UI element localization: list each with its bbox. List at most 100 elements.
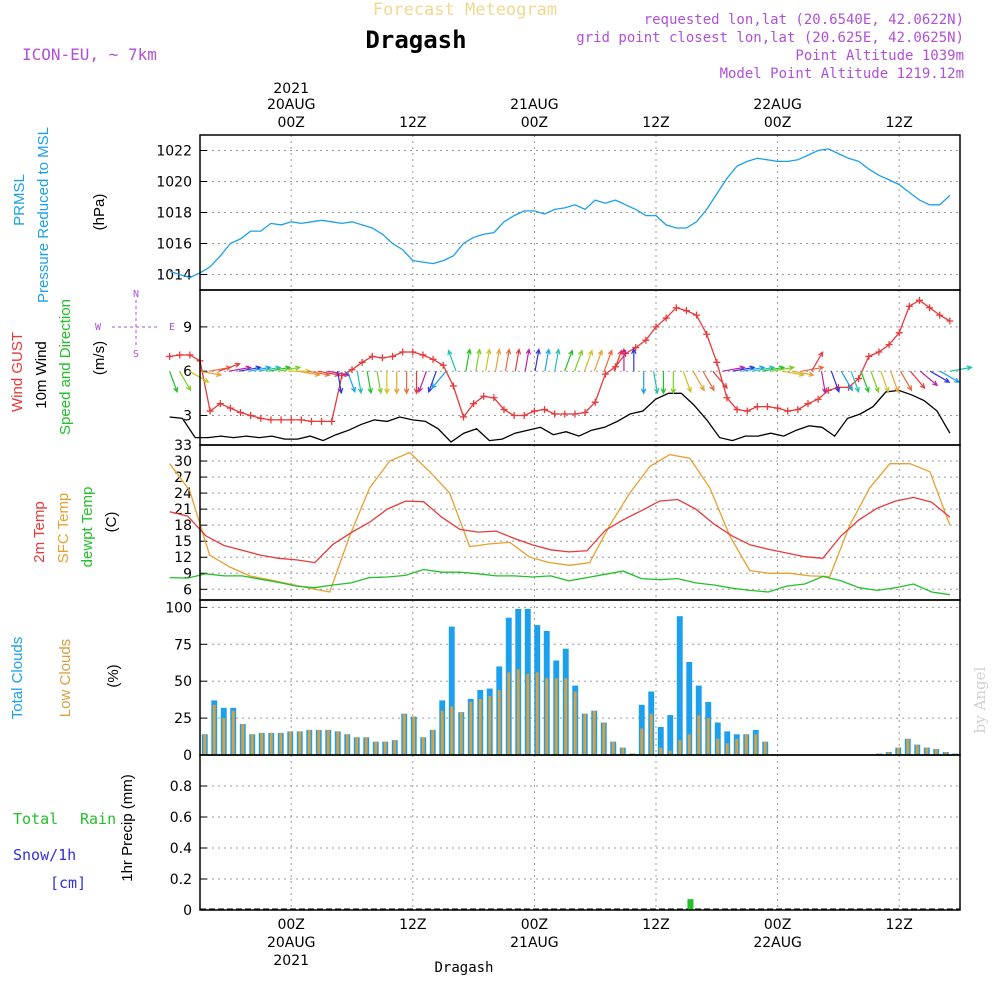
gust-marker — [257, 414, 265, 422]
gust-marker — [267, 416, 275, 424]
low-cloud-bar — [592, 710, 596, 755]
wind-direction-arrow — [504, 348, 512, 372]
wind-direction-arrow — [890, 370, 900, 394]
location-title: Dragash — [365, 26, 466, 54]
compass-south: S — [133, 349, 139, 360]
pressure-label-2: Pressure Reduced to MSL — [35, 127, 52, 303]
low-cloud-bar — [241, 724, 245, 755]
wind-direction-arrow — [427, 370, 437, 394]
dewpt-label: dewpt Temp — [79, 487, 96, 568]
low-cloud-bar — [469, 701, 473, 755]
y-tick-label: 33 — [174, 438, 192, 454]
low-cloud-bar — [269, 732, 273, 755]
top-hour-label: 12Z — [399, 115, 426, 131]
gust-marker — [936, 311, 944, 319]
top-date-label: 20AUG — [267, 97, 316, 113]
wind-direction-arrow — [919, 370, 939, 387]
gust-marker — [703, 330, 711, 338]
compass-east: E — [169, 322, 175, 333]
wind-direction-arrow — [583, 349, 594, 372]
wind-direction-arrow — [909, 370, 926, 390]
low-cloud-bar — [554, 678, 558, 755]
top-hour-label: 12Z — [885, 115, 912, 131]
wind-direction-arrow — [573, 349, 584, 372]
low-cloud-bar — [507, 672, 511, 755]
low-cloud-bar — [744, 734, 748, 755]
panel-pressure: 1014 1016 1018 1020 1022 — [156, 135, 960, 290]
gust-marker — [753, 403, 761, 411]
low-cloud-bar — [440, 710, 444, 755]
wind-dir-label: Speed and Direction — [57, 299, 74, 435]
low-cloud-bar — [725, 743, 729, 755]
wind-direction-arrow — [534, 348, 541, 372]
requested-coords: requested lon,lat (20.6540E, 42.0622N) — [644, 12, 964, 28]
low-cloud-bar — [716, 738, 720, 755]
gust-marker — [176, 351, 184, 359]
wind-direction-arrow — [485, 348, 492, 372]
low-cloud-bar — [336, 731, 340, 755]
gust-marker — [480, 392, 488, 400]
wind-direction-arrow — [870, 370, 880, 394]
gust-marker — [652, 323, 660, 331]
bottom-year-label: 2021 — [273, 953, 309, 969]
gust-marker — [642, 336, 650, 344]
y-tick-label: 27 — [174, 470, 192, 486]
gust-marker — [429, 355, 437, 363]
pressure-unit: (hPa) — [91, 194, 108, 231]
wind-direction-arrow — [336, 371, 344, 395]
grid-coords: grid point closest lon,lat (20.625E, 42.… — [576, 30, 964, 46]
top-hour-label: 12Z — [642, 115, 669, 131]
gust-marker — [926, 304, 934, 312]
low-cloud-bar — [754, 734, 758, 755]
gust-line — [169, 299, 951, 423]
gust-marker — [723, 394, 731, 402]
low-cloud-bar — [896, 747, 900, 755]
y-tick-label: 6 — [183, 364, 192, 380]
low-cloud-bar — [621, 747, 625, 755]
gust-marker — [459, 413, 467, 421]
wind-direction-arrow — [218, 362, 241, 372]
low-cloud-bar — [383, 741, 387, 755]
low-cloud-bar — [611, 741, 615, 755]
wind-direction-arrow — [640, 371, 647, 395]
wind-direction-arrow — [394, 371, 400, 395]
wind-direction-arrow — [475, 348, 482, 372]
bottom-hour-label: 00Z — [521, 917, 548, 933]
gust-label: Wind GUST — [9, 332, 26, 412]
gust-marker — [328, 417, 336, 425]
low-cloud-bar — [887, 752, 891, 755]
gust-marker — [794, 406, 802, 414]
gust-marker — [693, 311, 701, 319]
low-cloud-bar — [393, 740, 397, 755]
gust-marker — [763, 403, 771, 411]
gust-marker — [743, 407, 751, 415]
compass-north: N — [133, 289, 139, 300]
rain-bar — [687, 899, 694, 910]
wind-direction-arrow — [880, 370, 890, 394]
low-cloud-bar — [488, 696, 492, 755]
wind-direction-arrow — [621, 347, 627, 372]
gust-marker — [581, 409, 589, 417]
gust-marker — [784, 407, 792, 415]
y-tick-label: 9 — [183, 566, 192, 582]
panel-frame — [199, 444, 961, 601]
low-cloud-bar — [573, 691, 577, 755]
gust-marker — [905, 302, 913, 310]
low-cloud-bar — [364, 737, 368, 755]
gust-marker — [307, 417, 315, 425]
low-cloud-bar — [535, 672, 539, 755]
top-date-label: 21AUG — [510, 97, 559, 113]
low-cloud-bar — [222, 718, 226, 755]
gust-marker — [733, 406, 741, 414]
low-cloud-bar — [478, 698, 482, 755]
bottom-date-label: 21AUG — [510, 935, 559, 951]
gust-marker — [551, 410, 559, 418]
bottom-hour-label: 00Z — [764, 917, 791, 933]
low-cloud-bar — [687, 734, 691, 755]
wind-direction-arrow — [791, 370, 815, 377]
wind-direction-arrow — [593, 349, 603, 372]
y-tick-label: 75 — [174, 637, 192, 653]
gust-marker — [814, 395, 822, 403]
low-cloud-bar — [298, 731, 302, 755]
